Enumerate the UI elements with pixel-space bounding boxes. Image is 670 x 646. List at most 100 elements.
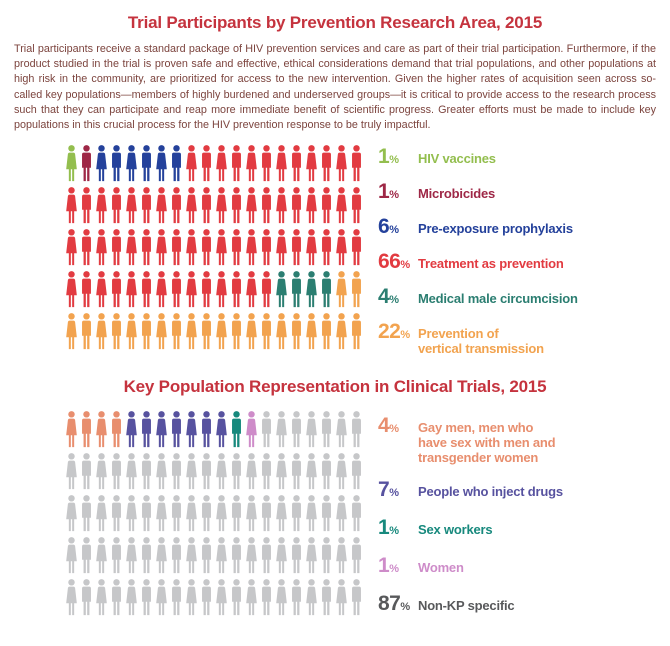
person-male-icon	[319, 537, 334, 579]
person-male-icon	[79, 145, 94, 187]
person-male-icon	[259, 187, 274, 229]
person-male-icon	[259, 411, 274, 453]
person-male-icon	[199, 411, 214, 453]
person-female-icon	[154, 145, 169, 187]
person-female-icon	[184, 579, 199, 621]
percent-sign: %	[389, 294, 399, 307]
person-male-icon	[229, 495, 244, 537]
person-female-icon	[214, 495, 229, 537]
person-male-icon	[259, 313, 274, 355]
person-female-icon	[94, 229, 109, 271]
person-male-icon	[199, 495, 214, 537]
percent-sign: %	[389, 423, 399, 436]
person-male-icon	[319, 229, 334, 271]
person-female-icon	[244, 271, 259, 313]
person-male-icon	[319, 453, 334, 495]
person-female-icon	[244, 537, 259, 579]
person-female-icon	[274, 411, 289, 453]
person-male-icon	[109, 145, 124, 187]
person-male-icon	[79, 229, 94, 271]
chart-block-prevention-research: 1% HIV vaccines 1% Microbicides 6% Pre-exposu…	[64, 145, 670, 368]
person-female-icon	[94, 411, 109, 453]
person-female-icon	[334, 411, 349, 453]
pictogram-grid-key-population	[64, 411, 364, 621]
person-female-icon	[304, 579, 319, 621]
person-male-icon	[139, 411, 154, 453]
chart-title-prevention-research: Trial Participants by Prevention Researc…	[127, 13, 543, 32]
legend-item: 6% Pre-exposure prophylaxis	[378, 216, 664, 240]
person-male-icon	[319, 313, 334, 355]
person-female-icon	[124, 187, 139, 229]
legend-label: Treatment as prevention	[418, 256, 564, 272]
person-male-icon	[229, 187, 244, 229]
person-male-icon	[259, 271, 274, 313]
person-male-icon	[229, 453, 244, 495]
legend-value: 1%	[378, 516, 399, 540]
person-female-icon	[94, 313, 109, 355]
person-male-icon	[289, 187, 304, 229]
legend-label: Women	[418, 560, 464, 576]
person-male-icon	[109, 579, 124, 621]
person-female-icon	[334, 187, 349, 229]
person-female-icon	[214, 411, 229, 453]
person-female-icon	[94, 495, 109, 537]
person-male-icon	[199, 453, 214, 495]
person-female-icon	[274, 537, 289, 579]
person-male-icon	[289, 495, 304, 537]
person-female-icon	[244, 187, 259, 229]
person-male-icon	[79, 187, 94, 229]
person-female-icon	[184, 453, 199, 495]
person-male-icon	[199, 271, 214, 313]
person-female-icon	[334, 453, 349, 495]
person-female-icon	[274, 145, 289, 187]
legend-value: 66%	[378, 250, 411, 274]
person-male-icon	[109, 313, 124, 355]
person-female-icon	[94, 145, 109, 187]
person-male-icon	[319, 411, 334, 453]
legend-value: 1%	[378, 180, 399, 204]
legend-key-population: 4% Gay men, men who have sex with men and t…	[378, 411, 664, 632]
person-female-icon	[334, 579, 349, 621]
person-male-icon	[259, 495, 274, 537]
person-female-icon	[94, 271, 109, 313]
legend-item: 1% Microbicides	[378, 180, 664, 205]
person-female-icon	[274, 229, 289, 271]
legend-value: 4%	[378, 414, 399, 438]
person-female-icon	[184, 313, 199, 355]
person-female-icon	[244, 313, 259, 355]
person-male-icon	[79, 495, 94, 537]
person-female-icon	[214, 453, 229, 495]
person-male-icon	[169, 495, 184, 537]
person-male-icon	[289, 313, 304, 355]
person-male-icon	[169, 271, 184, 313]
person-male-icon	[139, 313, 154, 355]
legend-item: 1% Sex workers	[378, 516, 664, 541]
person-female-icon	[274, 453, 289, 495]
person-male-icon	[79, 579, 94, 621]
legend-label: Gay men, men who have sex with men and tra…	[418, 420, 556, 466]
percent-sign: %	[389, 224, 399, 237]
person-female-icon	[304, 537, 319, 579]
person-female-icon	[244, 411, 259, 453]
person-male-icon	[229, 271, 244, 313]
person-male-icon	[319, 579, 334, 621]
legend-prevention-research: 1% HIV vaccines 1% Microbicides 6% Pre-exposu…	[378, 145, 664, 368]
legend-label: HIV vaccines	[418, 151, 496, 167]
person-female-icon	[64, 145, 79, 187]
person-female-icon	[214, 271, 229, 313]
person-female-icon	[274, 579, 289, 621]
person-female-icon	[154, 411, 169, 453]
person-male-icon	[289, 229, 304, 271]
person-male-icon	[349, 271, 364, 313]
pictogram-grid-prevention-research	[64, 145, 364, 355]
person-male-icon	[109, 229, 124, 271]
person-female-icon	[94, 453, 109, 495]
legend-label: Medical male circumcision	[418, 291, 578, 307]
person-male-icon	[349, 187, 364, 229]
person-male-icon	[169, 187, 184, 229]
person-female-icon	[214, 537, 229, 579]
person-female-icon	[334, 145, 349, 187]
person-male-icon	[319, 495, 334, 537]
person-female-icon	[214, 313, 229, 355]
person-female-icon	[94, 579, 109, 621]
